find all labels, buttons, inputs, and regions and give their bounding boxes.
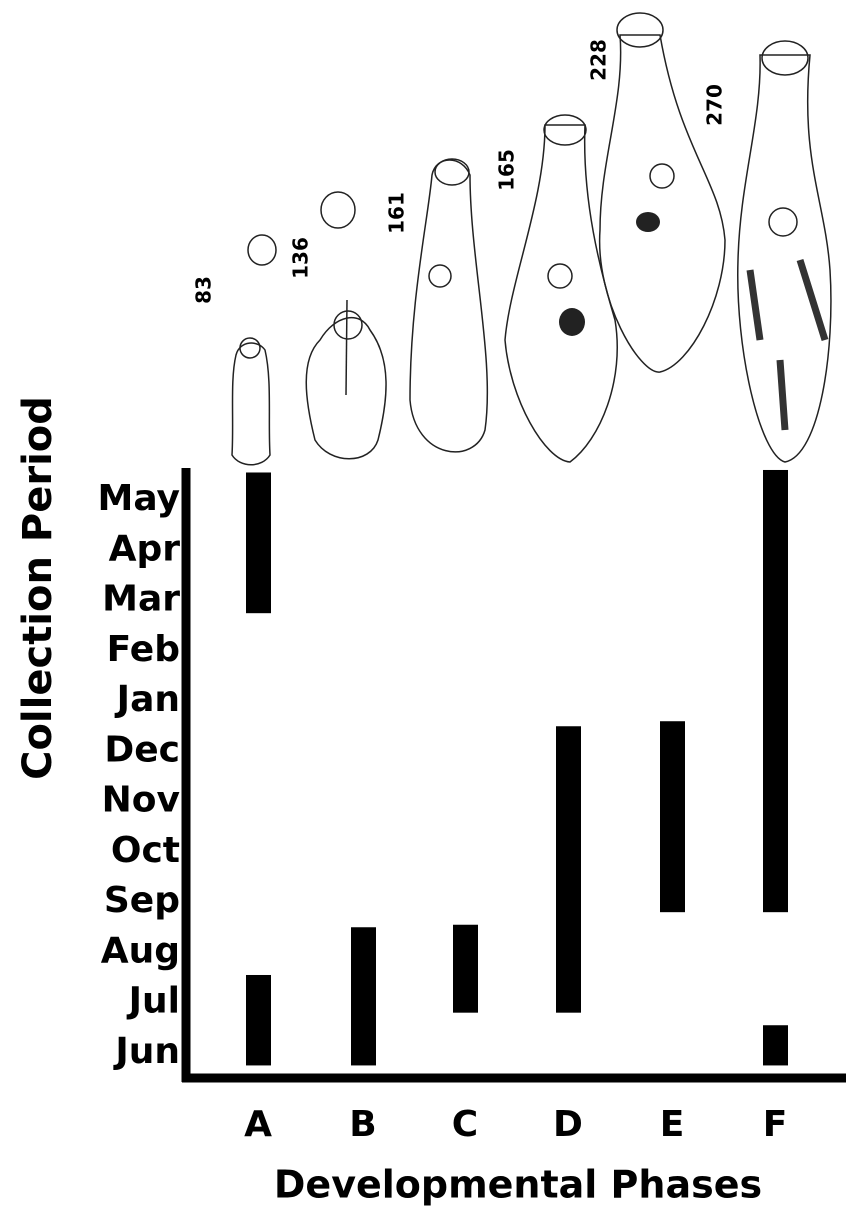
y-tick-label: Mar	[102, 579, 180, 620]
y-tick-label: Sep	[104, 880, 180, 921]
illustrations	[231, 12, 832, 466]
range-bar	[660, 721, 685, 913]
range-bar	[246, 472, 271, 614]
y-tick-label: Oct	[111, 830, 180, 871]
scale-label: 161	[385, 192, 409, 234]
range-bar	[763, 469, 788, 913]
y-tick-label: Jan	[114, 679, 180, 720]
scale-label: 165	[495, 149, 519, 191]
scale-label: 270	[703, 84, 727, 126]
x-tick-label: E	[660, 1104, 685, 1145]
y-axis-label: Collection Period	[15, 396, 61, 780]
x-tick-label: B	[349, 1104, 376, 1145]
x-tick-label: F	[763, 1104, 788, 1145]
y-tick-label: Feb	[107, 629, 180, 670]
range-bar	[351, 927, 376, 1066]
y-tick-label: Aug	[101, 930, 180, 971]
range-bar	[763, 1025, 788, 1066]
y-tick-label: Nov	[102, 780, 180, 821]
scale-label: 136	[289, 237, 313, 279]
x-tick-label: C	[452, 1104, 478, 1145]
range-bar	[246, 974, 271, 1066]
x-axis-label: Developmental Phases	[274, 1163, 762, 1207]
range-bar	[556, 726, 581, 1013]
x-tick-label: A	[244, 1104, 272, 1145]
scale-label: 83	[192, 276, 216, 304]
y-tick-label: May	[98, 478, 180, 519]
y-tick-label: Apr	[109, 528, 181, 569]
y-tick-label: Jun	[112, 1031, 180, 1072]
scale-label: 228	[587, 39, 611, 81]
y-tick-label: Dec	[104, 729, 180, 770]
range-bar	[453, 924, 478, 1013]
x-tick-label: D	[553, 1104, 583, 1145]
y-tick-label: Jul	[126, 981, 180, 1022]
